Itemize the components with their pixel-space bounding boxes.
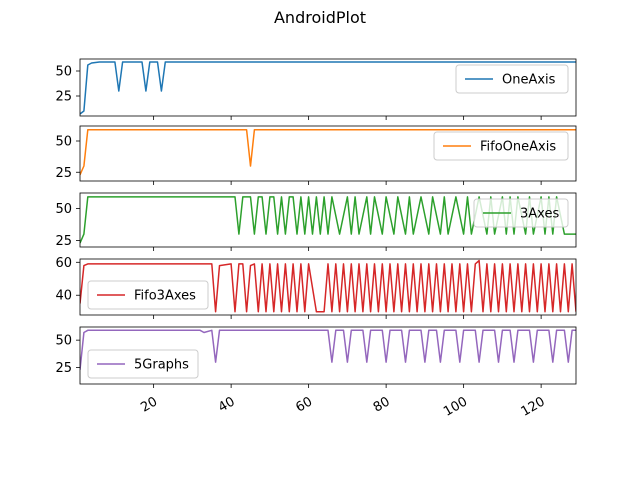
legend-box [433,131,569,161]
x-tick-label: 60 [293,394,315,415]
legend-label: 5Graphs [134,358,189,373]
y-tick-label: 25 [55,166,72,181]
axes-frame [79,58,577,117]
series-line-OneAxis [80,61,576,115]
y-tick-label: 25 [55,234,72,249]
x-tick-label: 80 [371,394,393,415]
legend-box [87,349,199,379]
subplot-5: 25 50 5Graphs [55,326,577,388]
legend: OneAxis [455,64,569,94]
legend: 5Graphs [87,349,199,379]
subplot-3: 25 50 3Axes [55,192,577,251]
legend-label: OneAxis [502,73,556,88]
legend-label: 3Axes [520,207,559,222]
x-tick-label: 120 [519,394,548,419]
y-tick-label: 50 [55,334,72,349]
chart-title: AndroidPlot [274,8,366,27]
subplot-1: 25 50 OneAxis [55,58,577,120]
legend-box [455,64,569,94]
y-tick-label: 50 [55,135,72,150]
y-tick-label: 50 [55,202,72,217]
y-tick-label: 25 [55,90,72,105]
axes-frame [79,258,577,316]
legend-label: Fifo3Axes [134,289,196,304]
axes-frame [79,125,577,182]
legend-box [87,280,209,310]
x-tick-label: 40 [216,394,238,415]
series-line-Fifo3Axes [80,259,576,313]
y-tick-label: 40 [55,289,72,304]
legend: 3Axes [473,198,569,228]
subplot-2: 25 50 FifoOneAxis [55,125,577,185]
legend-box [473,198,569,228]
axes-frame [79,326,577,385]
y-tick-label: 25 [55,361,72,376]
series-line-5Graphs [80,329,576,370]
legend: FifoOneAxis [433,131,569,161]
y-tick-label: 50 [55,65,72,80]
y-tick-label: 60 [55,256,72,271]
series-line-FifoOneAxis [80,129,576,176]
x-tick-label: 100 [441,394,470,419]
x-tick-label: 20 [138,394,160,415]
axes-frame [79,192,577,248]
subplot-4: 40 60 Fifo3Axes [55,256,577,319]
legend-label: FifoOneAxis [480,140,556,155]
legend: Fifo3Axes [87,280,209,310]
subplot-stack: 25 50 OneAxis 25 50 FifoOneAxis 25 50 3Axes 40 60 F… [55,58,577,420]
